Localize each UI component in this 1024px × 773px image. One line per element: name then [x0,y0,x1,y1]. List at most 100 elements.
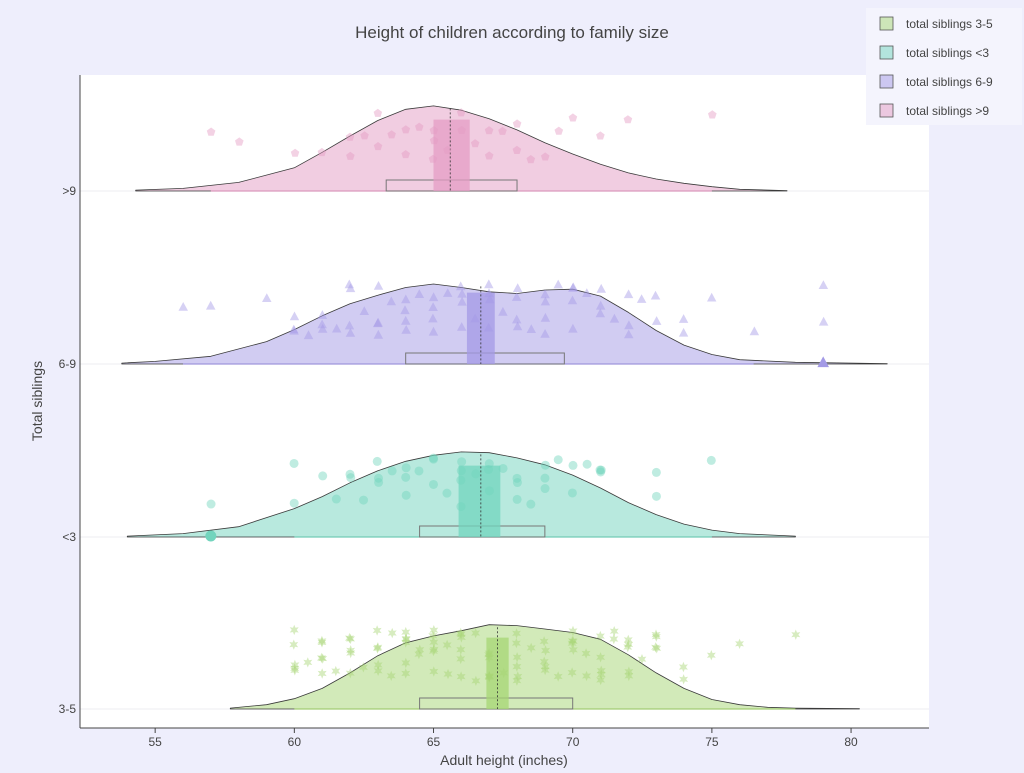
data-point [317,319,327,329]
data-point [498,463,508,473]
data-point [235,137,244,146]
data-point [595,465,605,475]
data-point [596,131,605,140]
data-point [484,288,494,298]
data-point [414,466,424,476]
data-point [623,289,634,299]
data-point [568,113,578,122]
x-tick-label: 80 [844,735,858,749]
data-point [512,321,523,331]
data-point [456,632,466,643]
legend-item->9: total siblings >9 [906,104,989,118]
data-point [373,317,383,327]
data-point [289,325,299,335]
y-tick-label: 6-9 [59,357,77,371]
x-tick-label: 70 [566,735,580,749]
data-point [290,665,300,676]
data-point [553,455,563,465]
violin-group-3-5 [229,624,860,710]
data-point [581,648,591,659]
y-axis-title: Total siblings [29,361,45,441]
data-point [706,455,716,465]
data-point [678,661,688,673]
data-point [442,488,452,498]
x-tick-label: 65 [427,735,441,749]
data-point [318,471,328,481]
data-point [373,642,383,653]
x-tick-label: 75 [705,735,719,749]
data-point [401,294,411,304]
legend-swatch-6-9 [879,74,894,89]
data-point [289,624,299,636]
data-point [582,670,591,682]
data-point [650,290,661,300]
data-point [567,635,577,646]
data-point [567,295,578,305]
data-point [567,667,577,678]
data-point [373,108,383,117]
violin-group-<3 [126,451,796,542]
data-point [373,665,383,676]
data-point [456,671,466,682]
data-point [386,296,396,306]
data-point [415,644,425,655]
data-point [372,625,382,636]
data-point [262,293,272,302]
violin-group-6-9 [121,279,888,368]
data-point [206,499,216,509]
legend-item-3-5: total siblings 3-5 [906,17,993,31]
data-point [372,456,382,466]
data-point [429,625,439,636]
data-point [651,467,661,477]
legend-swatch-3-5 [879,16,894,31]
data-point [374,477,384,487]
data-point [540,312,551,322]
data-point [359,306,369,315]
data-point [791,629,801,640]
data-point [511,638,521,649]
data-point [484,279,494,289]
data-point [484,486,494,496]
data-point [428,313,438,323]
data-point [317,147,327,157]
data-point [401,472,411,482]
legend-item-6-9: total siblings 6-9 [906,75,993,89]
data-point [749,326,760,336]
legend: total siblings 3-5 total siblings <3 total… [866,8,1022,125]
data-point [457,322,467,331]
data-point [429,454,439,464]
data-point [540,460,550,470]
data-point [707,292,717,302]
data-point [428,645,438,657]
data-point [317,652,326,664]
legend-swatch-<3 [879,45,894,60]
data-point [624,320,634,330]
data-point [484,647,494,659]
data-point [540,329,550,338]
data-point [609,313,620,323]
data-point [344,320,355,330]
data-point [401,150,410,159]
outlier-point [205,530,217,542]
data-point [456,627,466,639]
data-point [526,642,536,654]
data-point [568,283,578,292]
data-point [624,639,634,650]
data-point [387,130,396,139]
data-point [345,328,356,337]
data-point [484,649,494,660]
data-point [540,152,550,161]
data-point [317,324,328,333]
data-point [596,665,606,676]
violin-ci-band [433,119,470,191]
data-point [609,633,619,645]
data-point [539,636,549,647]
data-point [345,283,356,293]
data-point [484,459,494,469]
violin-group->9 [135,105,788,192]
data-point [289,311,300,321]
data-point [678,327,689,337]
data-point [345,668,355,679]
data-point [401,637,411,648]
